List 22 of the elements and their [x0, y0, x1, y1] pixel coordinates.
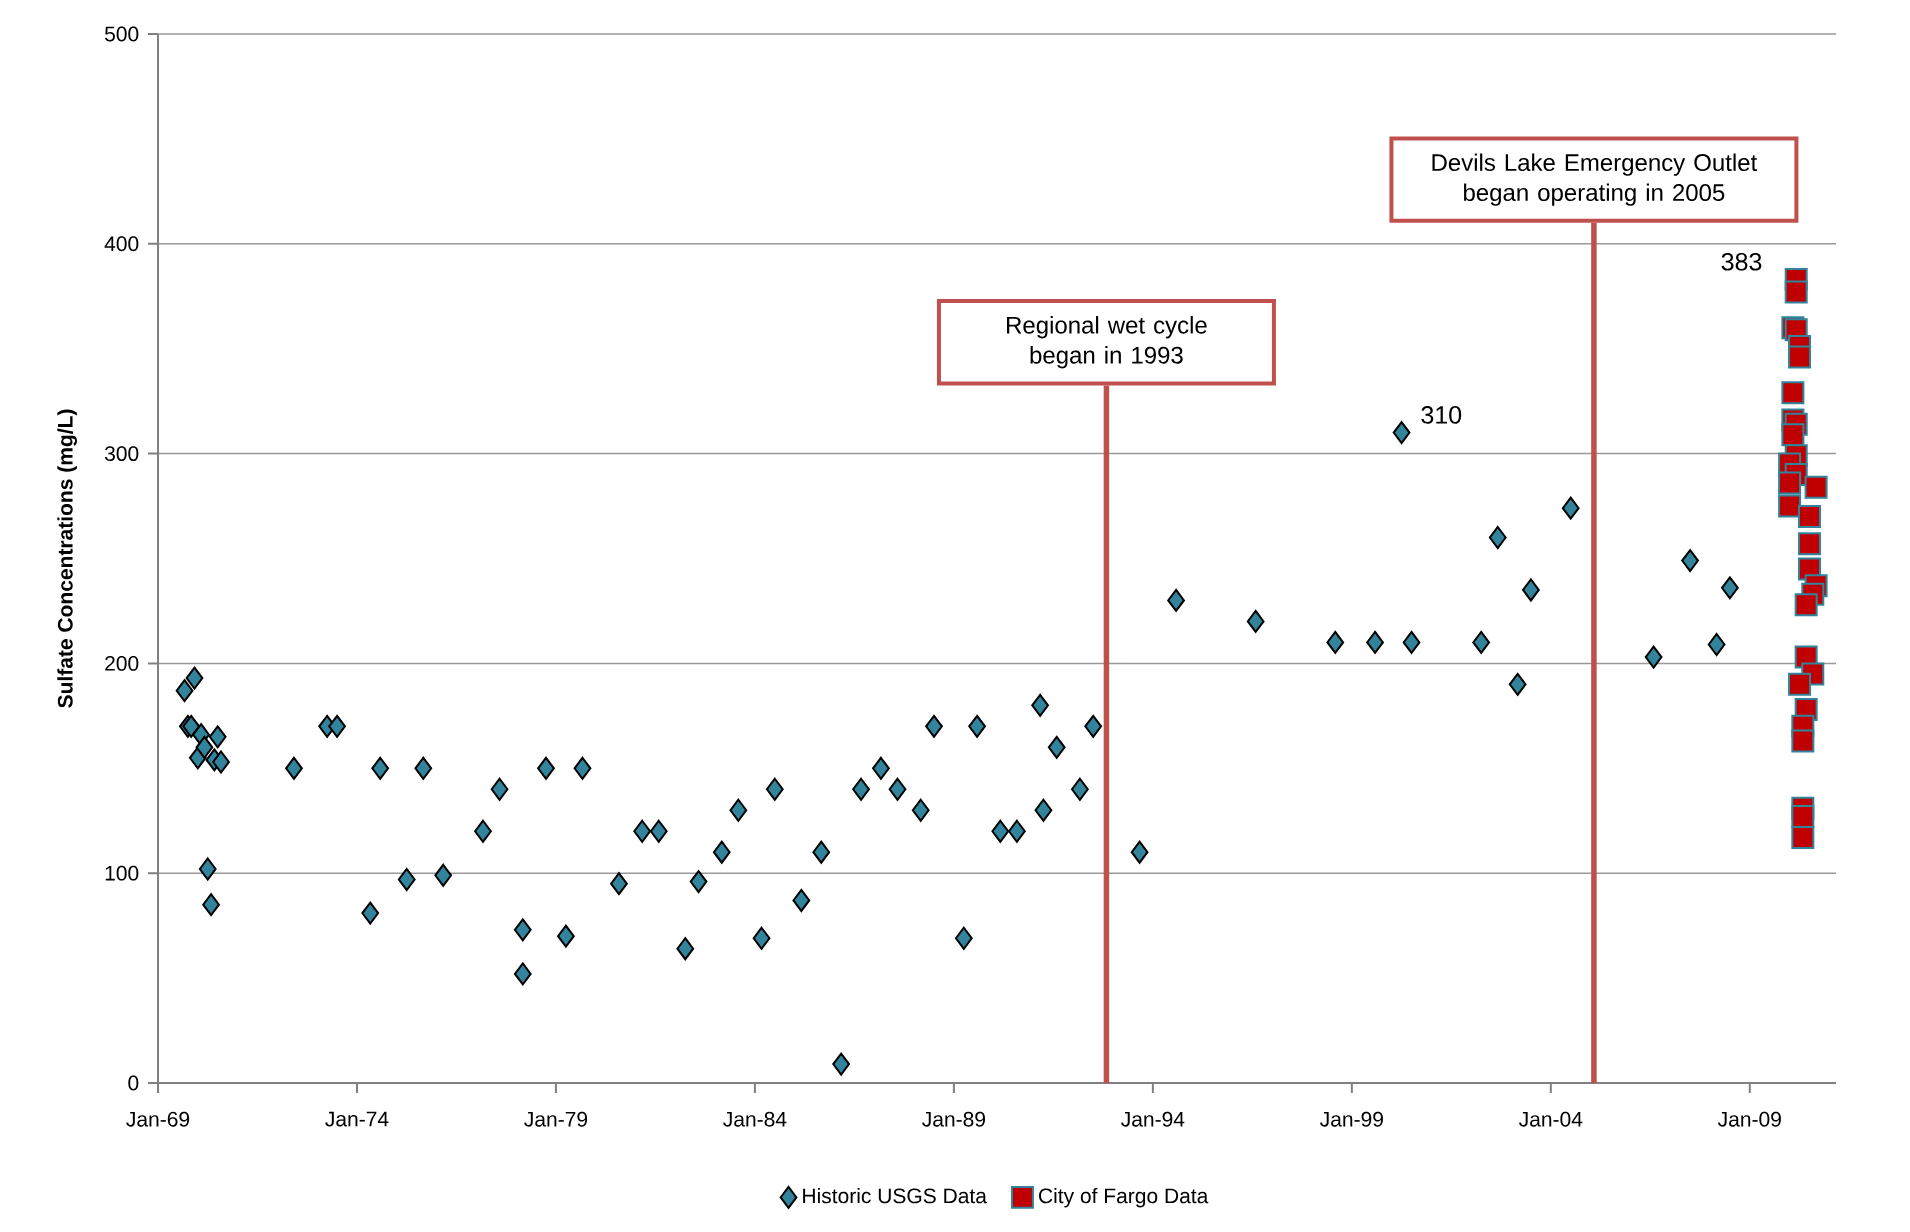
ref-line-label: Devils Lake Emergency Outlet began operating in 2005: [1432, 153, 1758, 206]
ref-line-label: Regional wet cycle began in 1993: [1007, 316, 1207, 369]
y-tick-label: 100: [105, 865, 139, 881]
x-tick-label: Jan-79: [524, 1111, 588, 1127]
x-tick-label: Jan-04: [1519, 1111, 1583, 1127]
y-tick-label: 500: [104, 26, 139, 42]
y-tick-label: 400: [104, 236, 139, 252]
x-tick-label: Jan-74: [325, 1111, 389, 1127]
legend-label: City of Fargo Data: [1039, 1187, 1209, 1208]
annotation: 383: [1721, 252, 1762, 271]
y-axis-title: Sulfate Concentrations (mg/L): [57, 409, 77, 708]
x-tick-label: Jan-09: [1717, 1111, 1781, 1127]
legend-label: Historic USGS Data: [803, 1187, 987, 1204]
annotation: 310: [1421, 406, 1462, 424]
y-tick-label: 300: [104, 446, 139, 462]
x-tick-label: Jan-94: [1121, 1111, 1185, 1127]
y-tick-label: 0: [128, 1075, 139, 1091]
y-tick-label: 200: [105, 655, 139, 671]
x-tick-label: Jan-89: [922, 1111, 986, 1127]
x-tick-label: Jan-84: [723, 1111, 787, 1127]
x-tick-label: Jan-99: [1320, 1111, 1383, 1127]
x-tick-label: Jan-69: [126, 1111, 190, 1127]
